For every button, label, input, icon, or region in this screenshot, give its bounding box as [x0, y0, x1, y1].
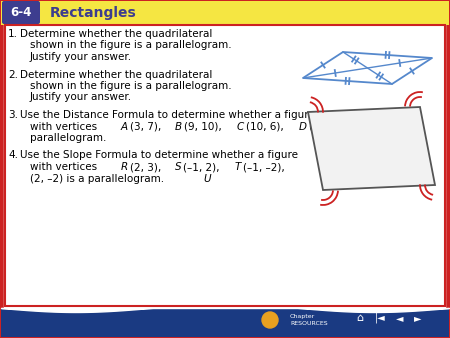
Text: (4, 3) is a: (4, 3) is a [309, 121, 359, 131]
Text: C: C [237, 121, 244, 131]
Text: S: S [175, 162, 181, 172]
Bar [1, 308, 449, 337]
Text: ◄: ◄ [396, 313, 404, 323]
Text: R: R [121, 162, 128, 172]
Text: (–1, 2),: (–1, 2), [183, 162, 223, 172]
Text: 2.: 2. [8, 70, 18, 79]
Text: (10, 6),: (10, 6), [246, 121, 287, 131]
Text: Justify your answer.: Justify your answer. [30, 52, 132, 62]
Text: ⌂: ⌂ [356, 313, 364, 323]
Text: 3.: 3. [8, 110, 18, 120]
Polygon shape [308, 107, 435, 190]
Text: U: U [203, 173, 211, 184]
Text: A: A [121, 121, 128, 131]
Text: |◄: |◄ [374, 313, 385, 323]
Text: (2, 3),: (2, 3), [130, 162, 165, 172]
Text: (2, –2) is a parallelogram.: (2, –2) is a parallelogram. [30, 173, 164, 184]
Text: Justify your answer.: Justify your answer. [30, 93, 132, 102]
Text: B: B [175, 121, 182, 131]
Text: (–1, –2),: (–1, –2), [243, 162, 284, 172]
Text: parallelogram.: parallelogram. [30, 133, 106, 143]
Text: with vertices: with vertices [30, 162, 100, 172]
Bar [1, 1, 449, 25]
Text: shown in the figure is a parallelogram.: shown in the figure is a parallelogram. [30, 81, 232, 91]
Text: Use the Distance Formula to determine whether a figure: Use the Distance Formula to determine wh… [20, 110, 315, 120]
Text: Rectangles: Rectangles [50, 6, 137, 20]
Text: Chapter
RESOURCES: Chapter RESOURCES [290, 314, 328, 326]
Text: 4.: 4. [8, 150, 18, 161]
Text: Determine whether the quadrilateral: Determine whether the quadrilateral [20, 29, 212, 39]
Text: (9, 10),: (9, 10), [184, 121, 225, 131]
FancyBboxPatch shape [2, 1, 40, 24]
Text: 1.: 1. [8, 29, 18, 39]
Text: with vertices: with vertices [30, 121, 100, 131]
Circle shape [262, 312, 278, 328]
Text: Determine whether the quadrilateral: Determine whether the quadrilateral [20, 70, 212, 79]
Text: (3, 7),: (3, 7), [130, 121, 165, 131]
Text: shown in the figure is a parallelogram.: shown in the figure is a parallelogram. [30, 41, 232, 50]
Text: T: T [234, 162, 241, 172]
Text: Use the Slope Formula to determine whether a figure: Use the Slope Formula to determine wheth… [20, 150, 298, 161]
Text: 6-4: 6-4 [10, 6, 32, 20]
Text: D: D [299, 121, 307, 131]
Text: ►: ► [414, 313, 422, 323]
Bar [5, 25, 445, 306]
